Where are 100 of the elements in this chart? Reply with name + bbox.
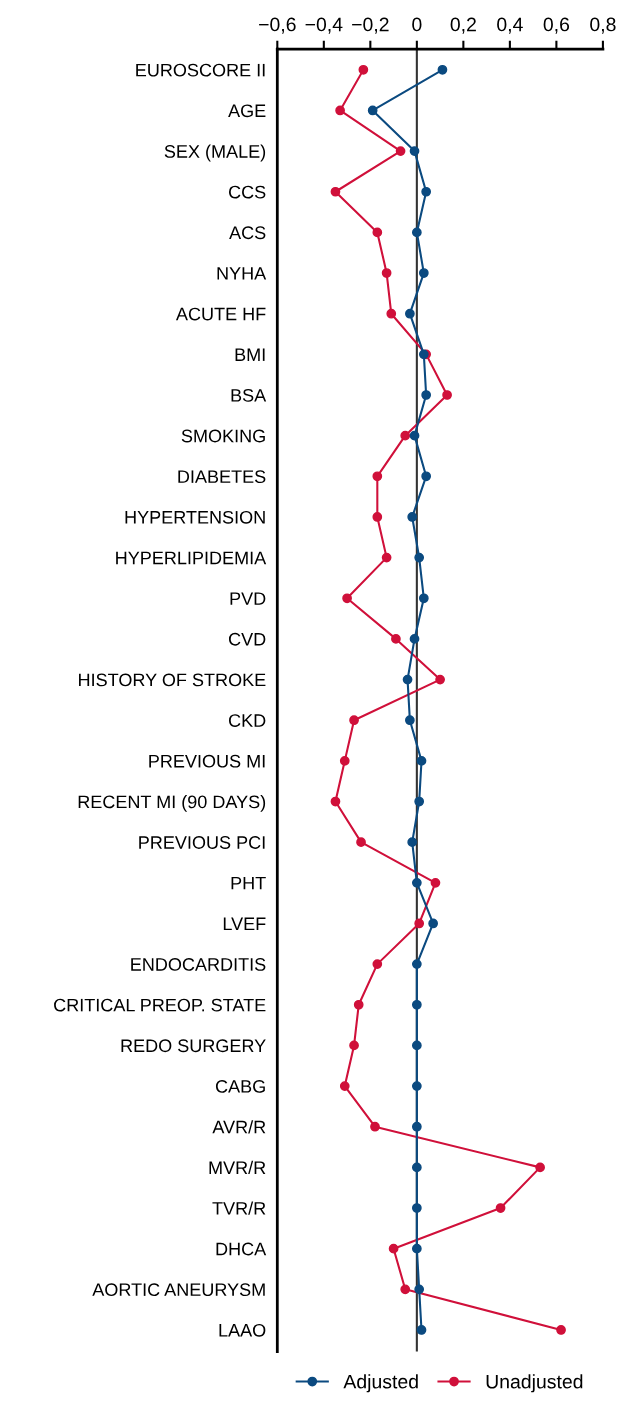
point <box>495 1203 506 1213</box>
y-tick-label: BSA <box>231 388 267 402</box>
point <box>421 390 432 400</box>
y-tick-label: CVD <box>229 632 266 646</box>
y-tick-label: CKD <box>229 714 266 727</box>
point <box>356 837 366 848</box>
x-tick-label: 0,4 <box>497 17 523 34</box>
point <box>339 756 350 766</box>
point <box>435 674 445 685</box>
y-tick-label: DIABETES <box>178 470 266 484</box>
y-tick-label: AGE <box>228 104 266 118</box>
x-tick-label: 0,8 <box>590 17 616 34</box>
point <box>418 268 429 278</box>
point <box>437 64 448 75</box>
y-tick-label: SEX (MALE) <box>164 144 266 162</box>
y-tick-label: HISTORY OF STROKE <box>79 673 266 687</box>
point <box>409 634 420 644</box>
legend-label: Unadjusted <box>486 1374 583 1393</box>
y-tick-label: HYPERLIPIDEMIA <box>116 551 267 565</box>
point <box>409 146 420 156</box>
y-tick-label: RECENT MI (90 DAYS) <box>78 794 266 812</box>
point <box>372 959 383 969</box>
point <box>381 268 392 278</box>
point <box>411 227 422 238</box>
point <box>405 715 415 726</box>
y-tick-label: PVD <box>230 592 266 605</box>
y-tick-label: REDO SURGERY <box>121 1039 266 1053</box>
y-tick-label: AVR/R <box>212 1120 266 1134</box>
point <box>411 877 422 888</box>
point <box>407 837 418 848</box>
point <box>409 430 420 441</box>
point <box>372 227 383 238</box>
point <box>411 1203 422 1213</box>
x-tick-label: 0 <box>412 17 422 32</box>
point <box>411 1081 422 1091</box>
x-tick-label: −0,2 <box>352 17 389 34</box>
x-tick-label: 0,2 <box>450 17 476 34</box>
x-tick-label: 0,6 <box>543 17 570 34</box>
point <box>411 1162 422 1173</box>
point <box>556 1325 566 1335</box>
point <box>414 918 425 929</box>
point <box>405 308 415 319</box>
y-tick-label: ACUTE HF <box>175 307 266 321</box>
point <box>414 796 425 807</box>
y-tick-label: ENDOCARDITIS <box>131 958 266 971</box>
point <box>421 186 432 197</box>
y-tick-label: MVR/R <box>209 1160 266 1175</box>
y-tick-label: CRITICAL PREOP. STATE <box>54 998 266 1012</box>
y-tick-label: BMI <box>235 348 265 361</box>
point <box>442 390 452 400</box>
point <box>381 552 392 563</box>
point <box>428 918 438 929</box>
y-tick-label: DHCA <box>216 1242 267 1256</box>
point <box>349 1040 359 1051</box>
point <box>411 959 422 969</box>
point <box>416 756 427 766</box>
y-tick-label: ACS <box>229 226 266 240</box>
point <box>414 552 425 563</box>
point <box>339 1081 350 1091</box>
point <box>367 105 378 116</box>
y-tick-label: HYPERTENSION <box>125 510 265 524</box>
legend-label: Adjusted <box>343 1374 418 1393</box>
y-tick-label: PHT <box>231 876 266 890</box>
point <box>342 593 352 604</box>
point <box>330 186 341 197</box>
point <box>418 593 429 604</box>
point <box>349 715 359 726</box>
point <box>395 146 406 156</box>
point <box>370 1121 380 1132</box>
point <box>430 877 441 888</box>
point <box>372 471 383 482</box>
point <box>535 1162 545 1173</box>
point <box>411 1243 422 1254</box>
point <box>386 308 397 319</box>
y-tick-label: CCS <box>229 185 266 199</box>
point <box>411 1040 422 1051</box>
y-tick-label: TVR/R <box>212 1201 266 1215</box>
y-tick-label: SMOKING <box>181 429 265 443</box>
point <box>402 674 413 685</box>
y-tick-label: LAAO <box>219 1323 266 1337</box>
point <box>388 1243 399 1254</box>
y-tick-label: PREVIOUS MI <box>149 754 265 768</box>
y-tick-label: CABG <box>215 1080 265 1093</box>
point <box>372 512 383 522</box>
x-tick-label: −0,6 <box>259 17 296 34</box>
point <box>330 796 341 807</box>
point <box>407 512 418 522</box>
y-tick-label: EUROSCORE II <box>136 63 265 77</box>
point <box>400 430 411 441</box>
x-tick-label: −0,4 <box>305 17 343 34</box>
point <box>416 1325 427 1335</box>
point <box>335 105 345 116</box>
y-tick-label: LVEF <box>223 917 266 931</box>
y-tick-label: PREVIOUS PCI <box>139 836 265 849</box>
point <box>421 471 432 482</box>
point <box>411 999 422 1010</box>
y-tick-label: NYHA <box>217 267 267 280</box>
point <box>414 1284 425 1295</box>
point <box>391 634 401 644</box>
point <box>411 1121 422 1132</box>
